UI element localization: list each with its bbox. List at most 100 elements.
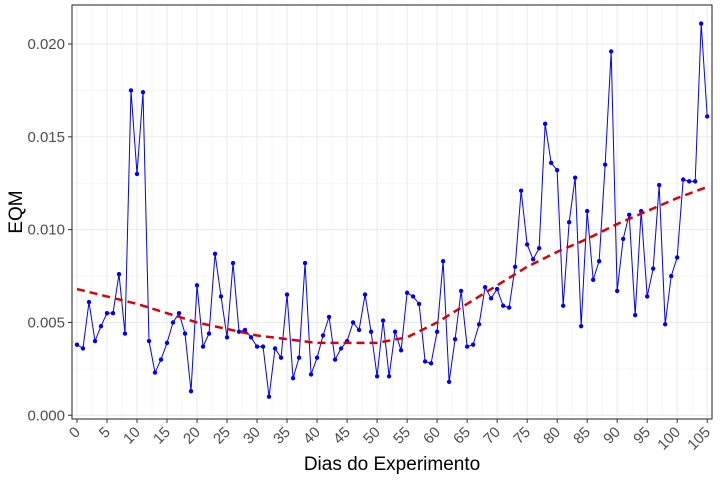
data-point [116,271,122,277]
data-point [464,344,470,349]
data-point [656,182,662,188]
data-point [434,329,440,334]
x-tick-label: 35 [270,424,294,448]
x-tick-label: 75 [510,424,534,448]
y-tick-label: 0.000 [27,407,65,424]
data-point [644,294,650,299]
data-point [332,357,338,362]
x-tick-label: 105 [684,424,714,454]
data-point [326,314,332,320]
data-point [440,258,446,264]
data-point [368,329,374,334]
x-tick-label: 55 [390,424,414,448]
data-point [650,266,656,271]
data-point [362,292,368,297]
data-point [620,236,626,242]
data-point [452,336,458,342]
x-tick-label: 100 [654,424,684,454]
data-point [98,323,104,329]
data-point [428,361,434,366]
data-point [476,322,482,327]
data-point [458,288,464,294]
data-point [146,338,152,344]
data-point [680,177,686,182]
data-point [488,296,494,301]
data-point [164,340,170,346]
data-point [566,220,572,225]
data-point [578,323,584,329]
data-point [416,301,422,307]
data-point [548,160,554,166]
x-tick-label: 90 [600,424,624,448]
data-point [140,90,146,95]
y-tick-label: 0.020 [27,36,65,53]
data-point [512,264,518,269]
data-line [76,23,708,397]
data-point [194,283,200,288]
data-point [224,335,230,340]
x-axis-label: Dias do Experimento [304,454,480,475]
data-point [590,277,596,282]
x-tick-label: 80 [540,424,564,448]
data-point [698,21,704,26]
data-point [704,114,710,119]
data-point [674,255,680,260]
data-point [128,88,134,93]
x-tick-label: 30 [240,424,264,448]
data-point [392,329,398,334]
data-point [248,335,254,340]
data-point [500,303,506,308]
x-tick-label: 85 [570,424,594,448]
x-tick-label: 0 [66,424,84,442]
data-point [380,318,386,323]
data-point [92,338,98,344]
data-point [668,273,674,279]
y-tick-label: 0.005 [27,314,65,331]
data-point [662,322,668,327]
x-tick-label: 25 [210,424,234,448]
x-tick-label: 95 [630,424,654,448]
data-point [266,394,272,399]
data-point [206,331,212,336]
data-point [320,333,326,338]
x-tick-label: 45 [330,424,354,448]
data-point [560,303,566,308]
data-point [530,257,536,262]
y-tick-label: 0.010 [27,222,65,239]
data-point [524,242,530,247]
data-point [104,310,110,316]
data-point [386,374,392,379]
data-point [422,359,428,364]
data-point [398,348,404,353]
data-point [188,388,194,394]
y-axis-label: EQM [6,190,27,233]
data-point [596,258,602,264]
x-tick-label: 65 [450,424,474,448]
data-point [284,292,290,297]
y-tick-label: 0.015 [27,129,65,146]
data-point [212,251,218,256]
x-tick-label: 60 [420,424,444,448]
data-point [230,260,236,266]
data-point [290,375,296,381]
data-point [200,344,206,349]
data-point [536,246,542,251]
data-point [176,310,182,316]
data-point [506,305,512,310]
data-point [410,294,416,299]
data-point [74,342,80,347]
data-point [518,188,524,193]
data-point [608,49,614,54]
x-tick-label: 50 [360,424,384,448]
data-point [338,346,344,351]
data-point [494,286,500,292]
data-point [218,294,224,299]
data-point [482,284,488,290]
data-point [278,355,284,360]
data-point [542,121,548,127]
data-point [374,374,380,379]
data-point [614,288,620,294]
data-point [314,355,320,360]
x-tick-label: 10 [120,424,144,448]
